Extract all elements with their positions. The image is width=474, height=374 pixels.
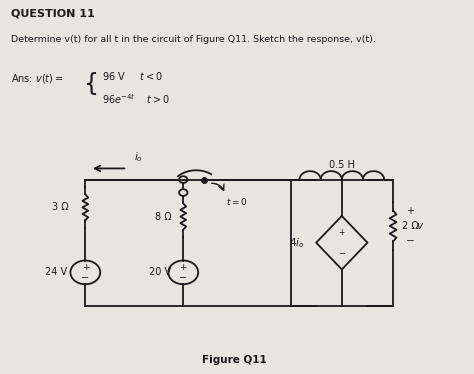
Text: +: + xyxy=(338,228,345,237)
Text: +: + xyxy=(82,263,89,272)
Text: $4i_o$: $4i_o$ xyxy=(289,236,304,249)
Text: Determine v(t) for all t in the circuit of Figure Q11. Sketch the response, v(t): Determine v(t) for all t in the circuit … xyxy=(11,35,375,44)
Text: 0.5 H: 0.5 H xyxy=(329,160,355,170)
Text: $96e^{-4t}$    $t > 0$: $96e^{-4t}$ $t > 0$ xyxy=(101,92,169,106)
Text: Figure Q11: Figure Q11 xyxy=(202,355,267,365)
Text: $v$: $v$ xyxy=(416,221,424,231)
Text: 3 Ω: 3 Ω xyxy=(53,202,69,212)
Text: 96 V     $t < 0$: 96 V $t < 0$ xyxy=(101,70,163,82)
Text: −: − xyxy=(179,273,187,283)
Text: +: + xyxy=(180,263,187,272)
Text: −: − xyxy=(81,273,90,283)
Text: 24 V: 24 V xyxy=(45,267,67,278)
Text: Ans: $v(t) =$: Ans: $v(t) =$ xyxy=(11,72,63,85)
Text: −: − xyxy=(406,236,415,246)
Text: 2 Ω: 2 Ω xyxy=(401,221,418,231)
Text: {: { xyxy=(83,72,98,96)
Text: QUESTION 11: QUESTION 11 xyxy=(11,9,94,19)
Text: $i_o$: $i_o$ xyxy=(135,150,144,164)
Text: $t=0$: $t=0$ xyxy=(226,196,248,206)
Text: +: + xyxy=(406,206,414,215)
Text: −: − xyxy=(338,249,346,258)
Text: 8 Ω: 8 Ω xyxy=(155,212,172,221)
Text: 20 V: 20 V xyxy=(149,267,172,278)
